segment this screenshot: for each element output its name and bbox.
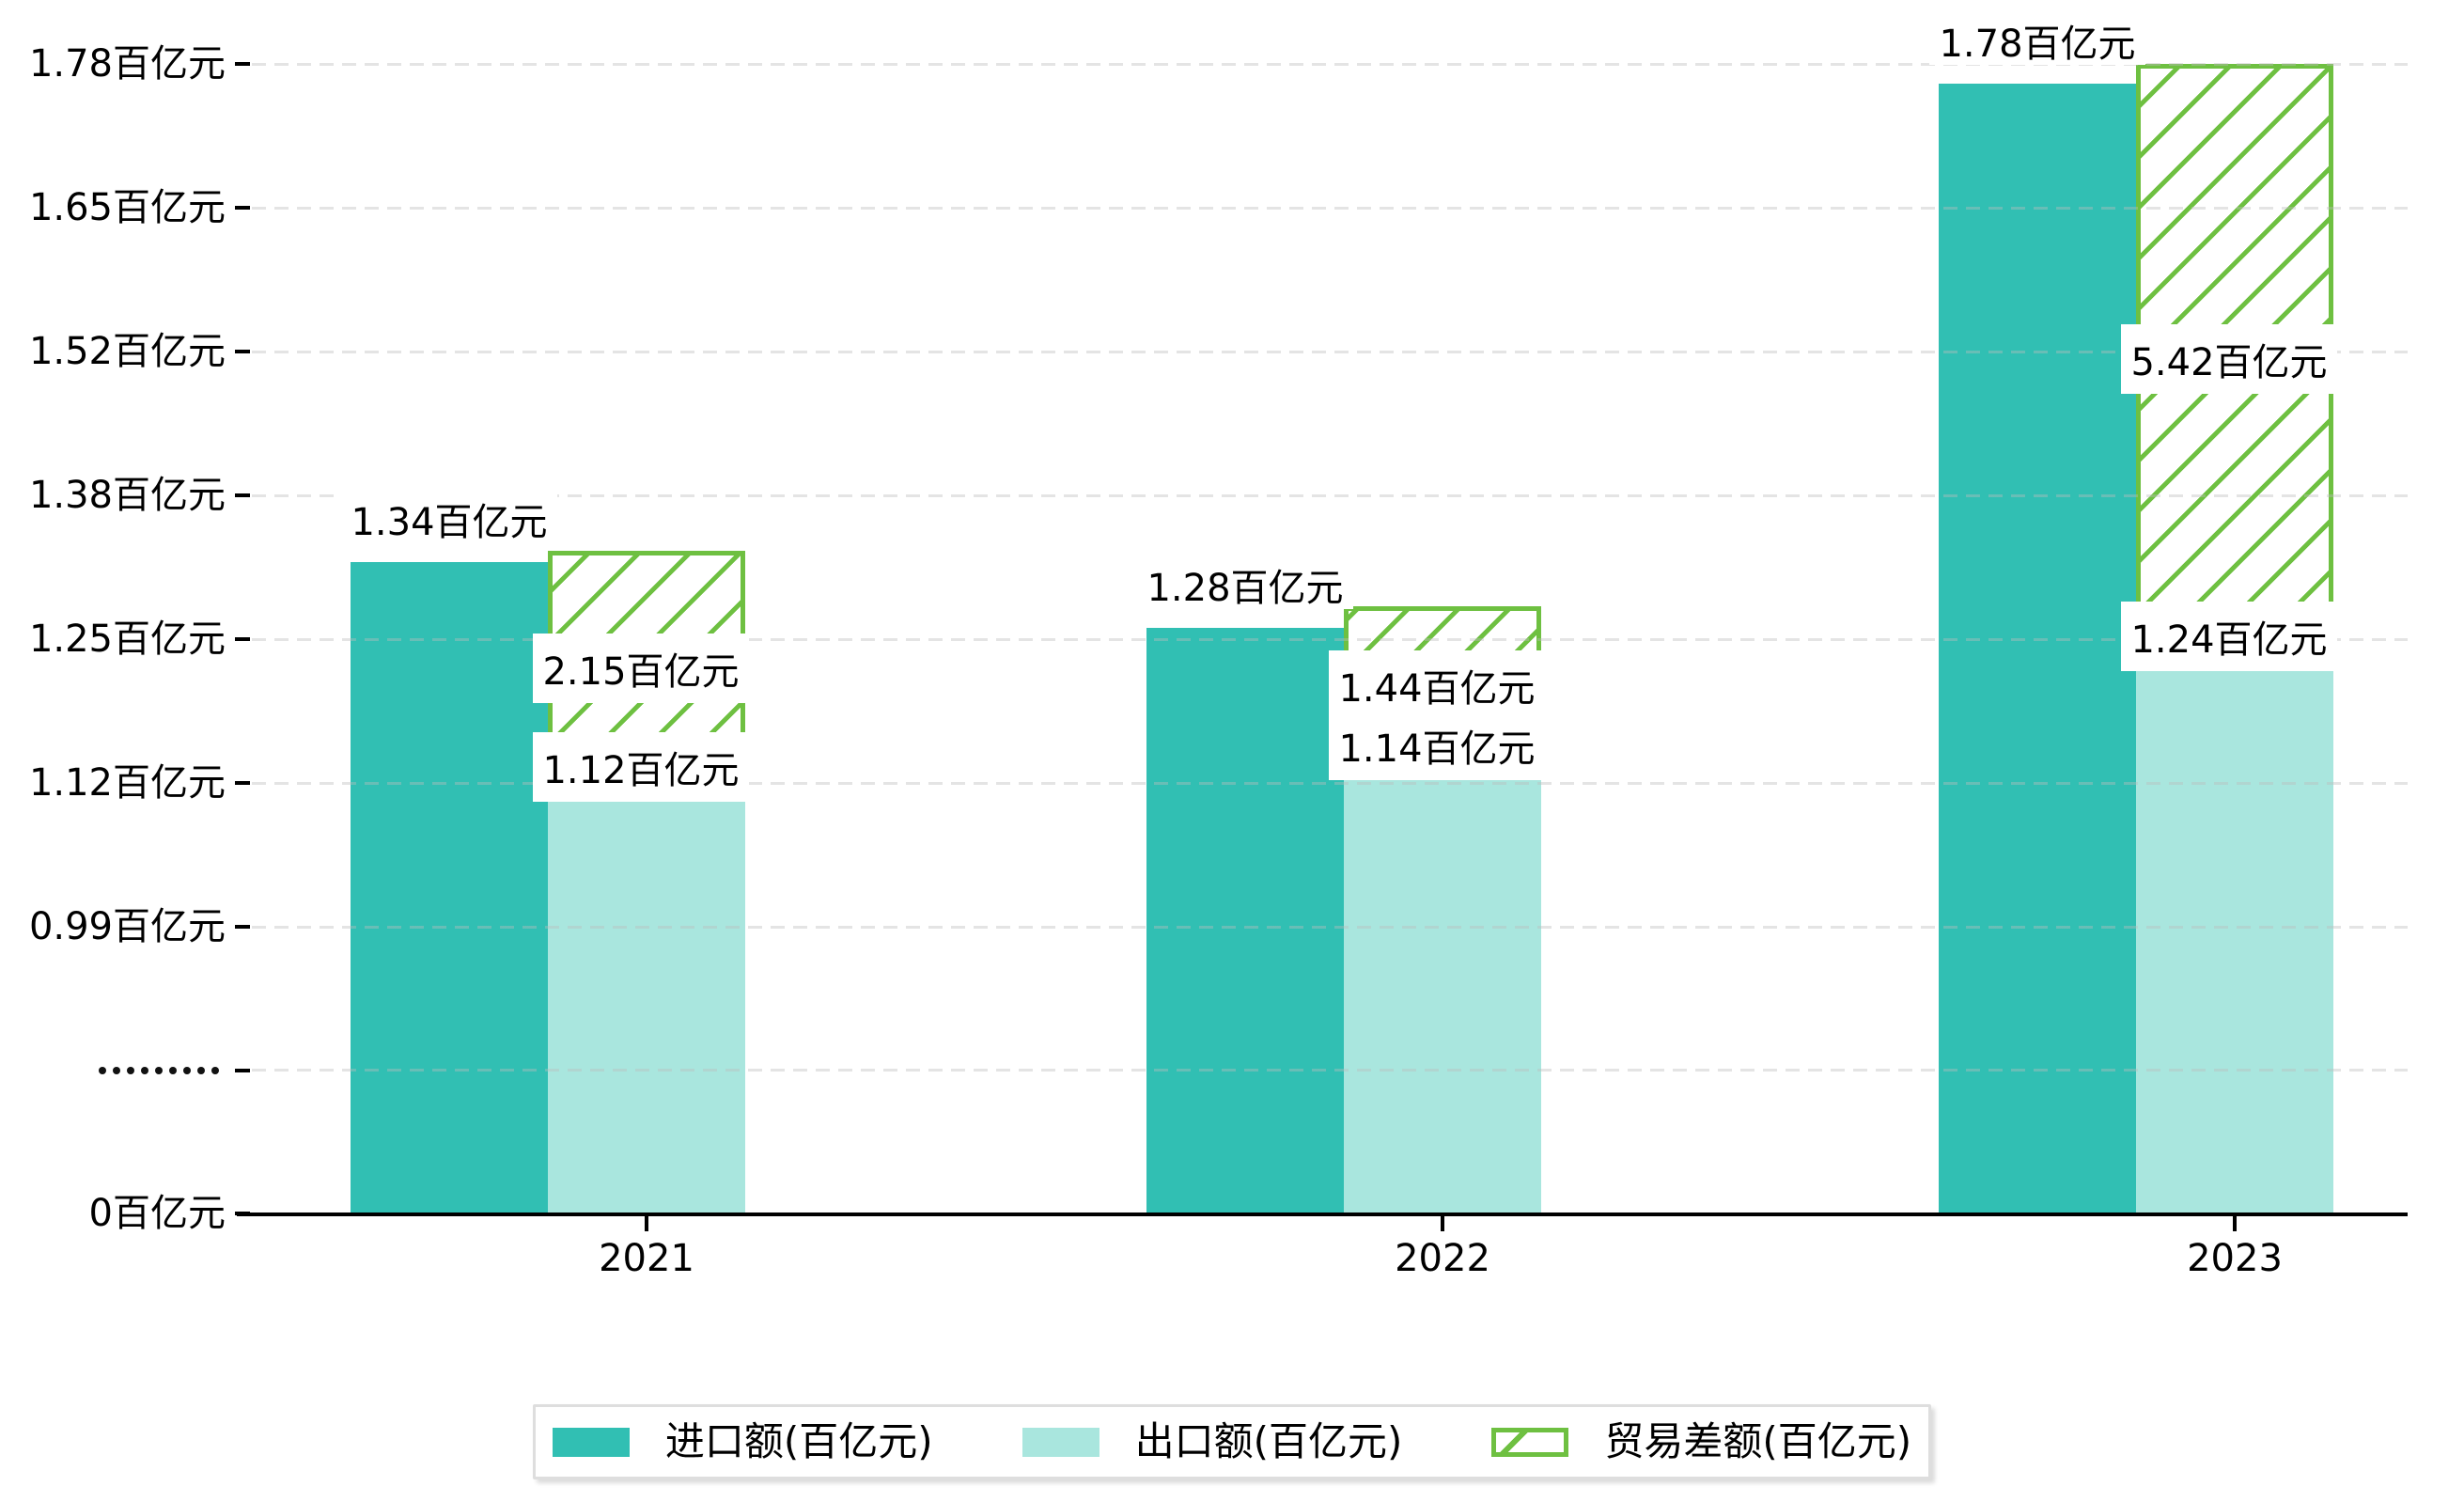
y-tick-label: 0百亿元 (88, 1192, 226, 1235)
y-tick-mark (235, 637, 250, 642)
trade-diff-value-label: 5.42百亿元 (2121, 324, 2337, 395)
import-value-label: 1.34百亿元 (341, 494, 557, 544)
y-tick-mark (235, 62, 250, 67)
legend-item-trade-diff: 贸易差额(百亿元) (1491, 1420, 1911, 1463)
y-tick-mark (235, 781, 250, 786)
x-axis-label: 2022 (1395, 1237, 1490, 1280)
x-axis-line (237, 1213, 2408, 1216)
x-tick-mark (645, 1216, 648, 1231)
y-tick-label: 0.99百亿元 (28, 905, 226, 948)
y-tick-mark (235, 206, 250, 211)
x-tick-mark (2233, 1216, 2237, 1231)
legend-item-export: 出口额(百亿元) (1021, 1418, 1403, 1464)
gridline (252, 206, 2408, 210)
import-value-label: 1.78百亿元 (1929, 15, 2145, 66)
x-axis-label: 2021 (599, 1237, 694, 1280)
gridline (252, 493, 2408, 497)
axis-break-dots (99, 1066, 219, 1074)
gridline (252, 781, 2408, 785)
y-tick-label: 1.52百亿元 (28, 330, 226, 374)
export-swatch-icon (1021, 1427, 1099, 1457)
legend-wrap: 进口额(百亿元) 出口额(百亿元) 贸易差额(百亿元) (0, 1404, 2464, 1479)
y-tick-label: 1.65百亿元 (28, 186, 226, 230)
y-tick-label: 1.12百亿元 (28, 761, 226, 806)
export-bar (1344, 780, 1541, 1216)
export-value-label: 1.12百亿元 (533, 732, 749, 803)
export-bar (548, 802, 745, 1216)
y-tick-label: 1.78百亿元 (28, 42, 226, 86)
legend-label-import: 进口额(百亿元) (664, 1418, 933, 1464)
y-tick-mark (235, 493, 250, 498)
legend-item-import: 进口额(百亿元) (552, 1418, 933, 1464)
trade-diff-value-label: 1.44百亿元 (1329, 649, 1545, 720)
trade-diff-value-label: 2.15百亿元 (533, 633, 749, 703)
import-swatch-icon (552, 1427, 630, 1457)
legend: 进口额(百亿元) 出口额(百亿元) 贸易差额(百亿元) (532, 1404, 1932, 1479)
import-bar (1146, 628, 1344, 1216)
export-value-label: 1.14百亿元 (1329, 711, 1545, 781)
legend-label-trade-diff: 贸易差额(百亿元) (1604, 1418, 1912, 1464)
import-bar (351, 562, 548, 1216)
export-value-label: 1.24百亿元 (2121, 602, 2337, 672)
gridline (252, 350, 2408, 353)
gridline (252, 637, 2408, 641)
y-tick-label: 1.25百亿元 (28, 618, 226, 662)
gridline (252, 1069, 2408, 1072)
import-bar (1939, 83, 2136, 1216)
y-tick-mark (235, 1068, 250, 1072)
y-tick-mark (235, 925, 250, 929)
x-tick-mark (1441, 1216, 1444, 1231)
export-bar (2136, 671, 2333, 1216)
x-axis-label: 2023 (2187, 1237, 2283, 1280)
trade-diff-hatch-swatch-icon (1491, 1427, 1569, 1457)
gridline (252, 62, 2408, 66)
import-value-label: 1.28百亿元 (1137, 560, 1353, 610)
y-tick-mark (235, 350, 250, 354)
legend-label-export: 出口额(百亿元) (1134, 1418, 1403, 1464)
gridline (252, 925, 2408, 929)
y-tick-label: 1.38百亿元 (28, 474, 226, 518)
